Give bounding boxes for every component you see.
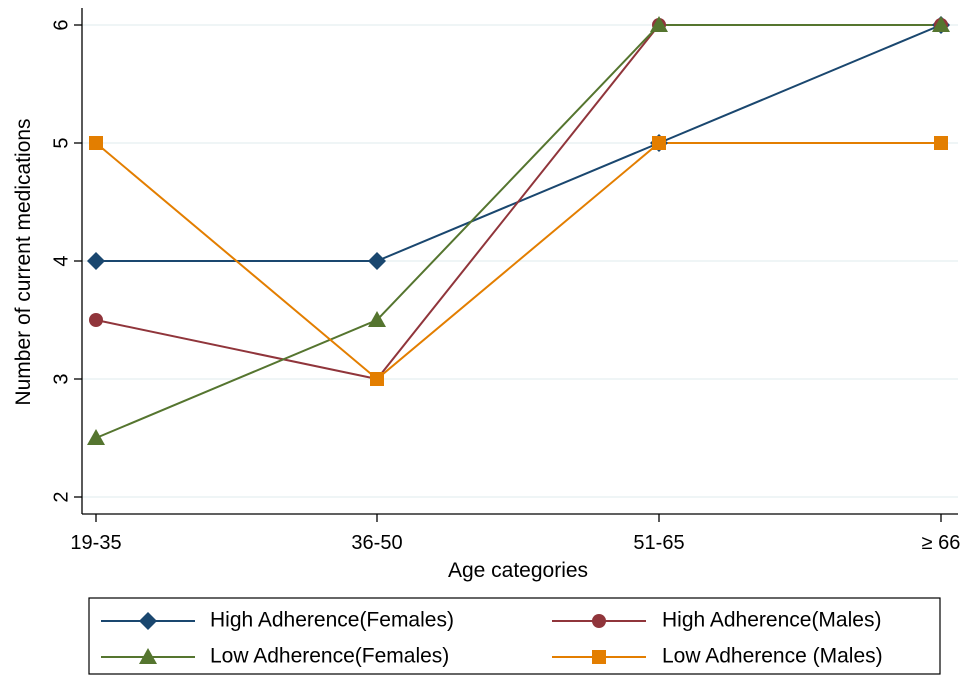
data-point-1-0 (89, 313, 103, 327)
x-tick-label: ≥ 66 (922, 532, 961, 554)
series-line-2 (95, 24, 941, 439)
x-axis-title: Age categories (448, 559, 588, 582)
series-lines (95, 24, 942, 439)
series-line-3 (95, 142, 941, 381)
data-point-2-3 (932, 16, 950, 32)
y-axis-title: Number of current medications (12, 118, 35, 405)
series-markers (87, 16, 950, 445)
y-tick-label: 4 (50, 255, 72, 266)
data-point-0-0 (87, 252, 105, 270)
legend-marker-1 (592, 614, 606, 628)
x-tick-label: 36-50 (351, 532, 402, 554)
axes: 2 3 4 5 6 19-35 36-50 51-65 ≥ 66 (50, 8, 960, 554)
legend-marker-3 (592, 650, 606, 664)
legend-marker-0 (139, 612, 157, 630)
x-tick-label: 19-35 (70, 532, 121, 554)
legend-label-0: High Adherence(Females) (210, 609, 454, 632)
y-tick-label: 6 (50, 19, 72, 30)
data-point-3-2 (652, 136, 666, 150)
data-point-2-2 (650, 16, 668, 32)
data-point-2-0 (87, 429, 105, 445)
legend-label-1: High Adherence(Males) (662, 609, 881, 632)
data-point-3-0 (89, 136, 103, 150)
y-tick-label: 5 (50, 137, 72, 148)
y-tick-label: 2 (50, 491, 72, 502)
x-tick-label: 51-65 (633, 532, 684, 554)
data-point-3-3 (934, 136, 948, 150)
legend-marker-2 (139, 648, 157, 664)
y-tick-label: 3 (50, 373, 72, 384)
data-point-3-1 (370, 372, 384, 386)
data-point-2-1 (368, 311, 386, 327)
legend: High Adherence(Females) High Adherence(Ma… (88, 597, 941, 675)
legend-label-2: Low Adherence(Females) (210, 645, 449, 668)
legend-label-3: Low Adherence (Males) (662, 645, 883, 668)
legend-box (88, 597, 941, 675)
data-point-0-1 (368, 252, 386, 270)
